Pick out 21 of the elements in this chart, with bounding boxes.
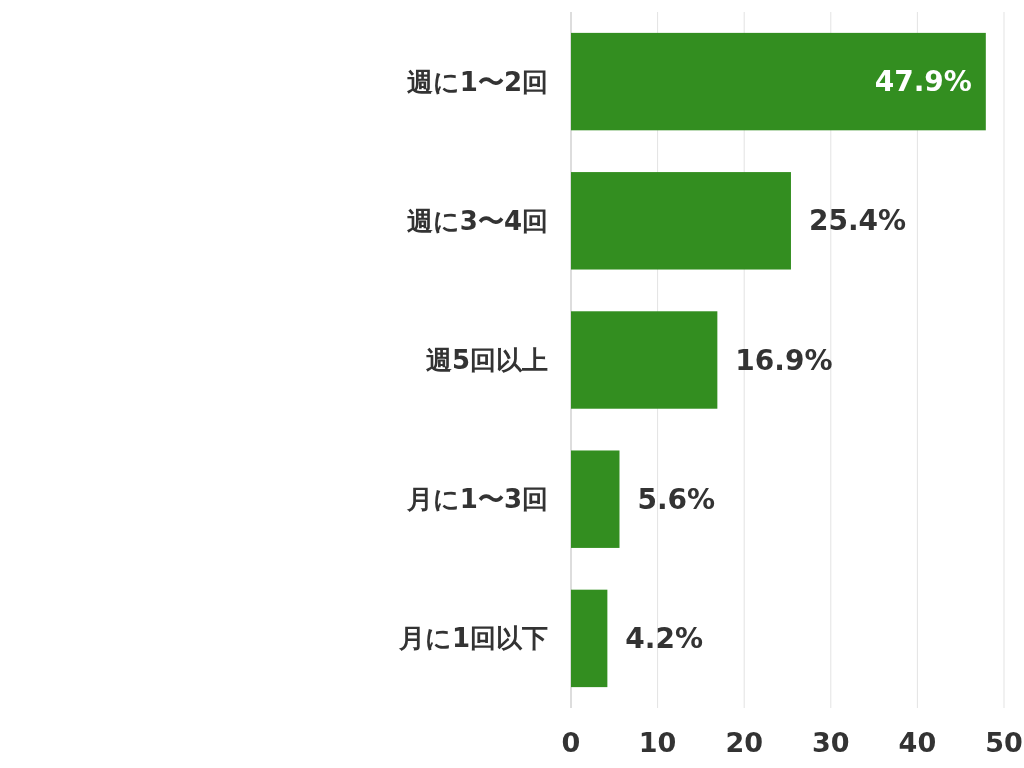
x-tick-label: 40 [898, 727, 937, 758]
y-tick-label: 月に1〜3回 [405, 484, 548, 515]
x-tick-label: 30 [812, 727, 850, 758]
bar [571, 32, 986, 131]
bar [571, 589, 608, 688]
bar [571, 172, 791, 270]
y-tick-label: 月に1回以下 [397, 623, 548, 654]
x-tick-label: 50 [985, 727, 1023, 758]
y-tick-label: 週に3〜4回 [406, 205, 548, 236]
data-label: 25.4% [808, 204, 907, 238]
x-tick-label: 10 [638, 727, 677, 758]
data-label: 47.9% [874, 65, 972, 99]
x-tick-label: 0 [561, 727, 581, 758]
bar [571, 450, 620, 548]
y-tick-label: 週5回以上 [425, 345, 548, 375]
data-label: 4.2% [625, 621, 704, 655]
bar [571, 311, 718, 409]
y-tick-label: 週に1〜2回 [406, 66, 548, 97]
data-label: 5.6% [637, 482, 716, 516]
x-tick-label: 20 [725, 727, 763, 758]
data-label: 16.9% [735, 343, 833, 377]
